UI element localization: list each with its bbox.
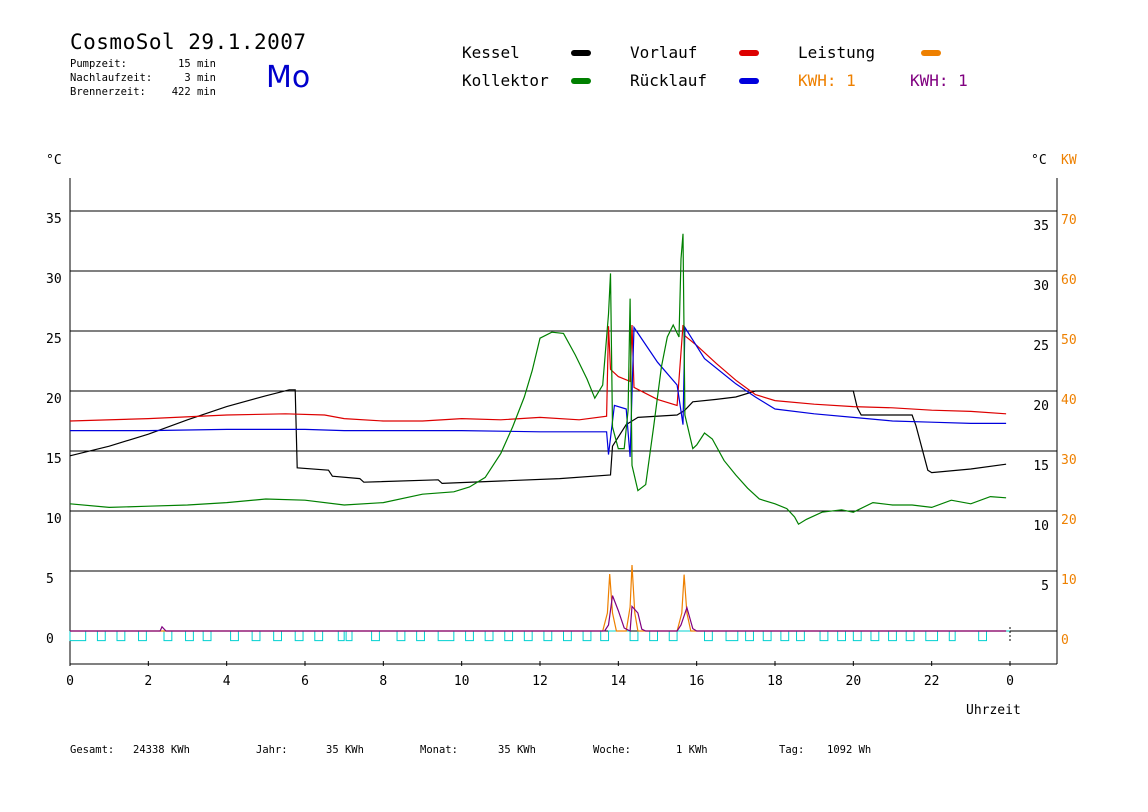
stat-label-nachlaufzeit: Nachlaufzeit: <box>70 72 153 84</box>
legend-vorlauf-label: Vorlauf <box>630 43 698 62</box>
y-tick-label-right-10: 10 <box>1033 519 1049 534</box>
x-tick-label-1: 2 <box>144 674 152 689</box>
x-tick-label-10: 20 <box>846 674 862 689</box>
y-tick-label-left-25: 25 <box>46 332 62 347</box>
footer-jahr-value: 35 KWh <box>326 744 364 756</box>
footer-woche-value: 1 KWh <box>676 744 708 756</box>
legend-ruecklauf-swatch <box>739 78 759 84</box>
series-kessel-line <box>69 389 1007 485</box>
y2-tick-label-30: 30 <box>1061 453 1077 468</box>
y2-tick-label-20: 20 <box>1061 513 1077 528</box>
x-tick-label-0: 0 <box>66 674 74 689</box>
stat-value-pumpzeit: 15 min <box>178 58 216 70</box>
y2-tick-label-70: 70 <box>1061 213 1077 228</box>
y2-tick-label-50: 50 <box>1061 333 1077 348</box>
x-tick-label-6: 12 <box>532 674 548 689</box>
x-tick-label-11: 22 <box>924 674 940 689</box>
footer-jahr-label: Jahr: <box>256 744 288 756</box>
stat-value-brennerzeit: 422 min <box>171 86 216 98</box>
footer-gesamt-label: Gesamt: <box>70 744 115 756</box>
grid-layer <box>69 178 1058 665</box>
footer-woche-label: Woche: <box>593 744 631 756</box>
x-tick-label-12: 0 <box>1006 674 1014 689</box>
legend-vorlauf-swatch <box>739 50 759 56</box>
x-tick-label-3: 6 <box>301 674 309 689</box>
series-pumpe-line <box>69 630 1010 642</box>
legend-leistung-label: Leistung <box>798 43 876 62</box>
page-title: CosmoSol 29.1.2007 <box>70 30 307 54</box>
stat-label-pumpzeit: Pumpzeit: <box>70 58 127 70</box>
y-axis-left-unit: °C <box>46 153 62 168</box>
series-leistung-line <box>70 564 1007 632</box>
y-axis-right-unit: °C <box>1031 153 1047 168</box>
y-tick-label-right-20: 20 <box>1033 399 1049 414</box>
x-tick-label-5: 10 <box>454 674 470 689</box>
y2-tick-label-10: 10 <box>1061 573 1077 588</box>
legend-kollektor-swatch <box>571 78 591 84</box>
y-tick-label-right-25: 25 <box>1033 339 1049 354</box>
y-tick-label-left-15: 15 <box>46 452 62 467</box>
y2-tick-label-0: 0 <box>1061 633 1069 648</box>
series-layer <box>69 233 1010 642</box>
y-tick-label-left-35: 35 <box>46 212 62 227</box>
footer-monat-value: 35 KWh <box>498 744 536 756</box>
footer-gesamt-value: 24338 KWh <box>133 744 190 756</box>
legend-kessel-swatch <box>571 50 591 56</box>
footer-tag-label: Tag: <box>779 744 805 756</box>
legend-kwh-orange: KWH: 1 <box>798 71 856 90</box>
series-kollektor-line <box>69 233 1007 526</box>
y-tick-label-right-15: 15 <box>1033 459 1049 474</box>
footer-tag-value: 1092 Wh <box>827 744 872 756</box>
x-tick-label-8: 16 <box>689 674 705 689</box>
x-axis-label: Uhrzeit <box>966 703 1021 718</box>
x-tick-label-9: 18 <box>767 674 783 689</box>
y-tick-label-left-30: 30 <box>46 272 62 287</box>
stat-label-brennerzeit: Brennerzeit: <box>70 86 146 98</box>
y-tick-label-left-5: 5 <box>46 572 54 587</box>
weekday-label: Mo <box>266 60 311 95</box>
y-tick-label-right-30: 30 <box>1033 279 1049 294</box>
legend-kwh-purple: KWH: 1 <box>910 71 968 90</box>
y-axis-right-kw-unit: KW <box>1061 153 1077 168</box>
y2-tick-label-40: 40 <box>1061 393 1077 408</box>
legend-kollektor-label: Kollektor <box>462 71 549 90</box>
y-tick-label-right-35: 35 <box>1033 219 1049 234</box>
y2-tick-label-60: 60 <box>1061 273 1077 288</box>
tick-layer: 0510152025303551015202530350102030405060… <box>46 212 1077 689</box>
series-r-cklauf-line <box>70 325 1007 458</box>
y-tick-label-left-0: 0 <box>46 632 54 647</box>
y-tick-label-right-5: 5 <box>1041 579 1049 594</box>
legend-ruecklauf-label: Rücklauf <box>630 71 708 90</box>
y-tick-label-left-10: 10 <box>46 512 62 527</box>
series-kwh-line <box>70 595 1007 632</box>
x-tick-label-4: 8 <box>379 674 387 689</box>
series-vorlauf-line <box>69 324 1007 422</box>
legend-leistung-swatch <box>921 50 941 56</box>
stat-value-nachlaufzeit: 3 min <box>184 72 216 84</box>
y-tick-label-left-20: 20 <box>46 392 62 407</box>
footer-monat-label: Monat: <box>420 744 458 756</box>
legend-kessel-label: Kessel <box>462 43 520 62</box>
x-tick-label-7: 14 <box>611 674 627 689</box>
x-tick-label-2: 4 <box>223 674 231 689</box>
